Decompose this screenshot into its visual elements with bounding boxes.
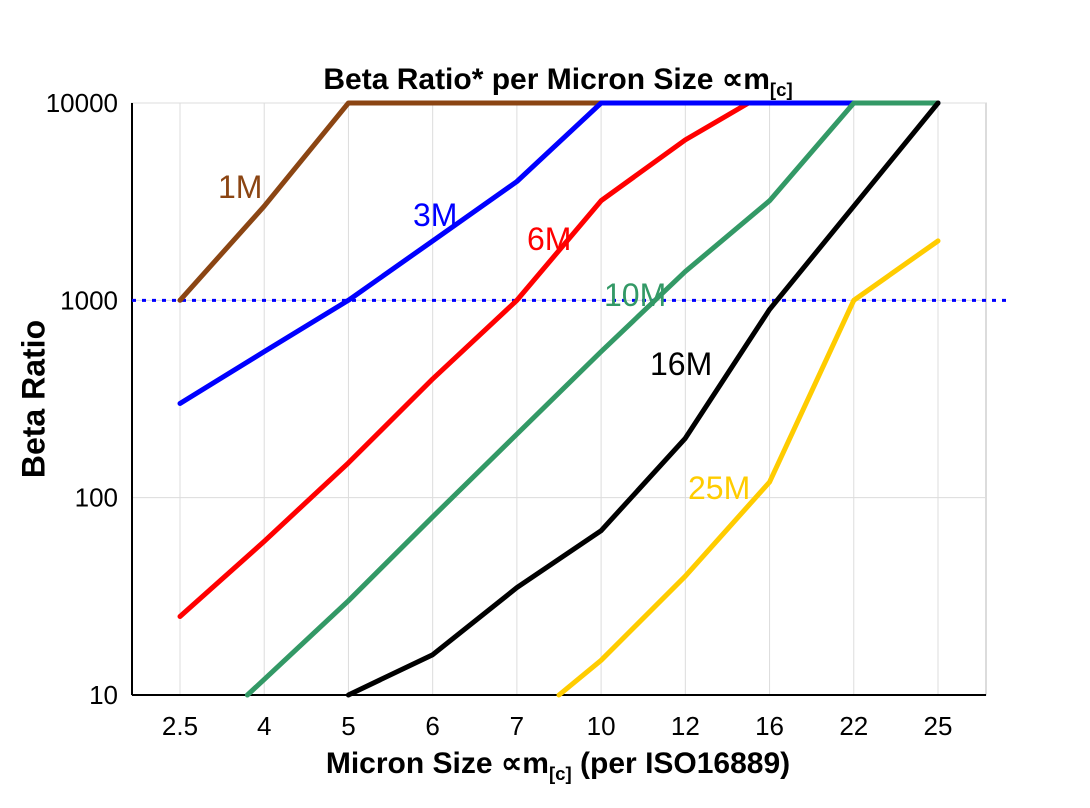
- x-label-subscript: [c]: [548, 763, 572, 784]
- x-tick-label: 2.5: [162, 711, 198, 741]
- series-label-1M: 1M: [218, 169, 262, 205]
- chart-title-text: Beta Ratio* per Micron Size: [323, 63, 722, 96]
- x-tick-label: 12: [671, 711, 700, 741]
- series-line-6M: [177, 100, 941, 619]
- x-tick-label: 4: [257, 711, 271, 741]
- x-label-text: Micron Size: [325, 747, 501, 780]
- series-label-10M: 10M: [604, 277, 666, 313]
- series-label-6M: 6M: [527, 221, 571, 257]
- y-tick-label: 1000: [60, 285, 118, 315]
- series-line-3M: [177, 100, 941, 406]
- x-tick-label: 25: [924, 711, 953, 741]
- series-label-16M: 16M: [650, 346, 712, 382]
- x-tick-label: 7: [510, 711, 524, 741]
- series-label-3M: 3M: [413, 197, 457, 233]
- series-line-25M: [556, 238, 941, 698]
- x-tick-label: 16: [755, 711, 784, 741]
- x-tick-label: 6: [425, 711, 439, 741]
- y-tick-label: 10000: [46, 88, 118, 118]
- series-line-16M: [345, 100, 941, 698]
- y-tick-label: 10: [89, 680, 118, 710]
- x-tick-label: 22: [839, 711, 868, 741]
- proportional-m-symbol: ∝m: [500, 747, 549, 780]
- series-label-25M: 25M: [688, 470, 750, 506]
- series-line-1M: [177, 100, 941, 303]
- x-axis-label: Micron Size ∝m[c] (per ISO16889): [130, 746, 986, 785]
- chart-title-subscript: [c]: [769, 79, 793, 100]
- series-line-10M: [244, 100, 941, 698]
- y-tick-label: 100: [75, 483, 118, 513]
- proportional-m-symbol: ∝m: [721, 63, 770, 96]
- x-label-suffix: (per ISO16889): [571, 747, 791, 780]
- x-tick-label: 5: [341, 711, 355, 741]
- chart-title: Beta Ratio* per Micron Size ∝m[c]: [130, 62, 986, 101]
- x-tick-label: 10: [587, 711, 616, 741]
